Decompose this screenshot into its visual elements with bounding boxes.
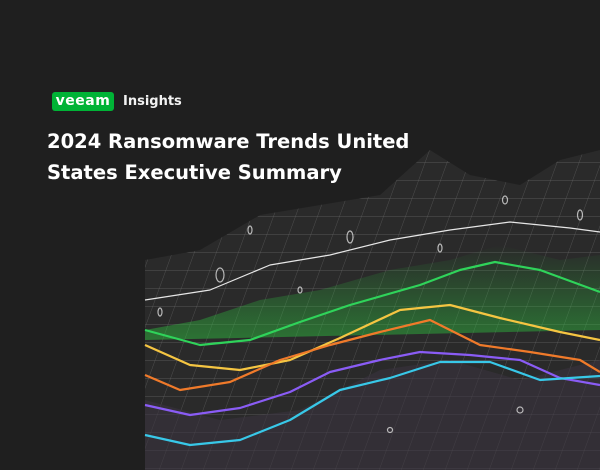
veeam-logo: veeam [52,92,114,111]
green-line [144,260,600,347]
purple-line [144,350,600,417]
title-line: 2024 Ransomware Trends United [47,130,410,153]
yellow-line [144,303,600,372]
title-line: States Executive Summary [47,161,342,184]
trend-lines [144,221,600,447]
white-line [144,221,600,301]
title: 2024 Ransomware Trends United States Exe… [47,126,409,188]
wireframe-terrain [145,150,600,470]
section-label: Insights [123,94,182,109]
particles [157,195,584,434]
cyan-line [144,360,600,447]
orange-line [144,318,600,392]
